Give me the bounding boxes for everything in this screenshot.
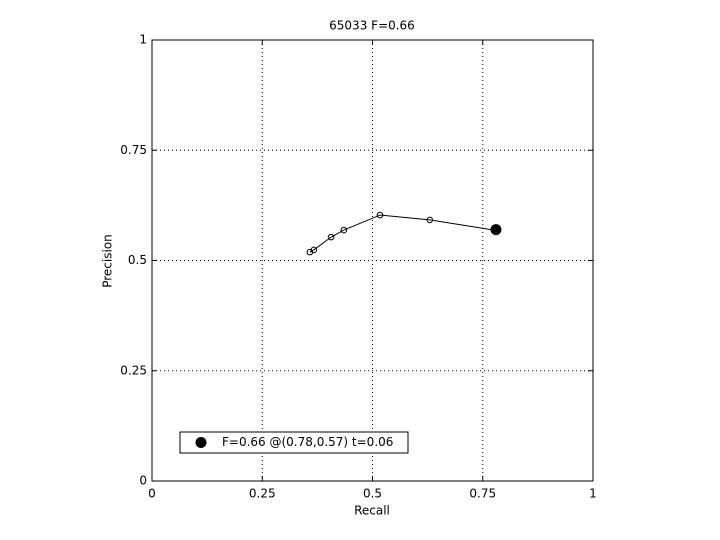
chart-title: 65033 F=0.66: [329, 19, 415, 33]
x-tick-label: 0: [148, 487, 156, 501]
point: [327, 233, 335, 241]
legend-box: [179, 431, 409, 454]
y-tick-label: 0: [139, 474, 147, 488]
point: [426, 216, 434, 224]
y-tick-label: 0.25: [120, 363, 147, 377]
point: [310, 246, 318, 254]
x-axis-label: Recall: [354, 504, 390, 518]
legend-marker: [195, 437, 207, 448]
x-tick-label: 1: [589, 487, 597, 501]
x-tick-label: 0.25: [249, 487, 276, 501]
legend-label: F=0.66 @(0.78,0.57) t=0.06: [222, 435, 393, 449]
x-tick-label: 0.75: [469, 487, 496, 501]
x-tick-label: 0.5: [363, 487, 382, 501]
point: [340, 226, 348, 234]
y-axis-label: Precision: [101, 234, 115, 288]
y-tick-label: 0.5: [128, 253, 147, 267]
y-tick-label: 0.75: [120, 143, 147, 157]
point: [490, 224, 502, 236]
y-tick-label: 1: [139, 33, 147, 47]
legend: F=0.66 @(0.78,0.57) t=0.06: [179, 431, 409, 454]
plot-frame: [151, 39, 594, 482]
series-line: [309, 214, 495, 253]
point: [376, 211, 384, 219]
